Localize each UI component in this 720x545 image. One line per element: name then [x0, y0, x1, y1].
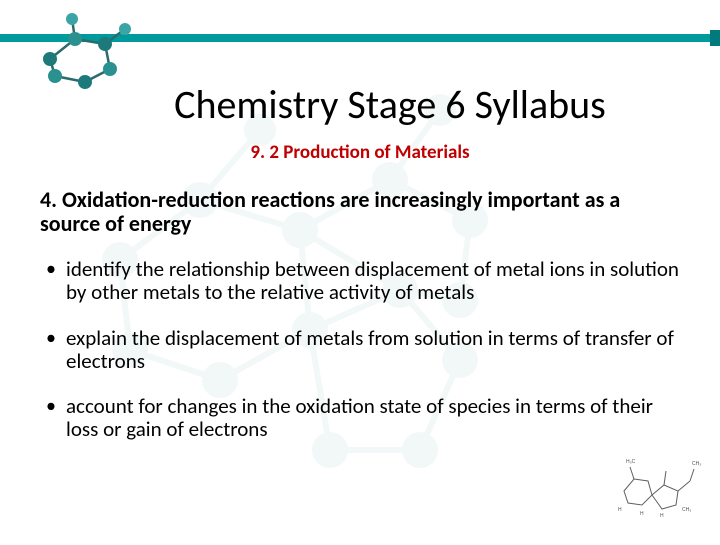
subtitle: 9. 2 Production of Materials [40, 141, 680, 164]
svg-text:H: H [660, 513, 664, 519]
list-item: identify the relationship between displa… [40, 258, 680, 304]
list-item: explain the displacement of metals from … [40, 327, 680, 373]
svg-text:CH₃: CH₃ [682, 507, 691, 513]
svg-text:H: H [618, 507, 622, 513]
page-title: Chemistry Stage 6 Syllabus [100, 80, 680, 129]
svg-text:H: H [640, 511, 644, 517]
svg-text:CH₃: CH₃ [692, 461, 701, 467]
list-item: account for changes in the oxidation sta… [40, 395, 680, 441]
bullet-list: identify the relationship between displa… [40, 258, 680, 441]
svg-text:H₃C: H₃C [626, 459, 636, 465]
slide-content: Chemistry Stage 6 Syllabus 9. 2 Producti… [40, 80, 680, 463]
header-bar-accent [710, 30, 720, 46]
section-heading: 4. Oxidation-reduction reactions are inc… [40, 188, 680, 236]
structural-formula-icon: H H H CH₃ CH₃ H₃C [612, 451, 702, 526]
